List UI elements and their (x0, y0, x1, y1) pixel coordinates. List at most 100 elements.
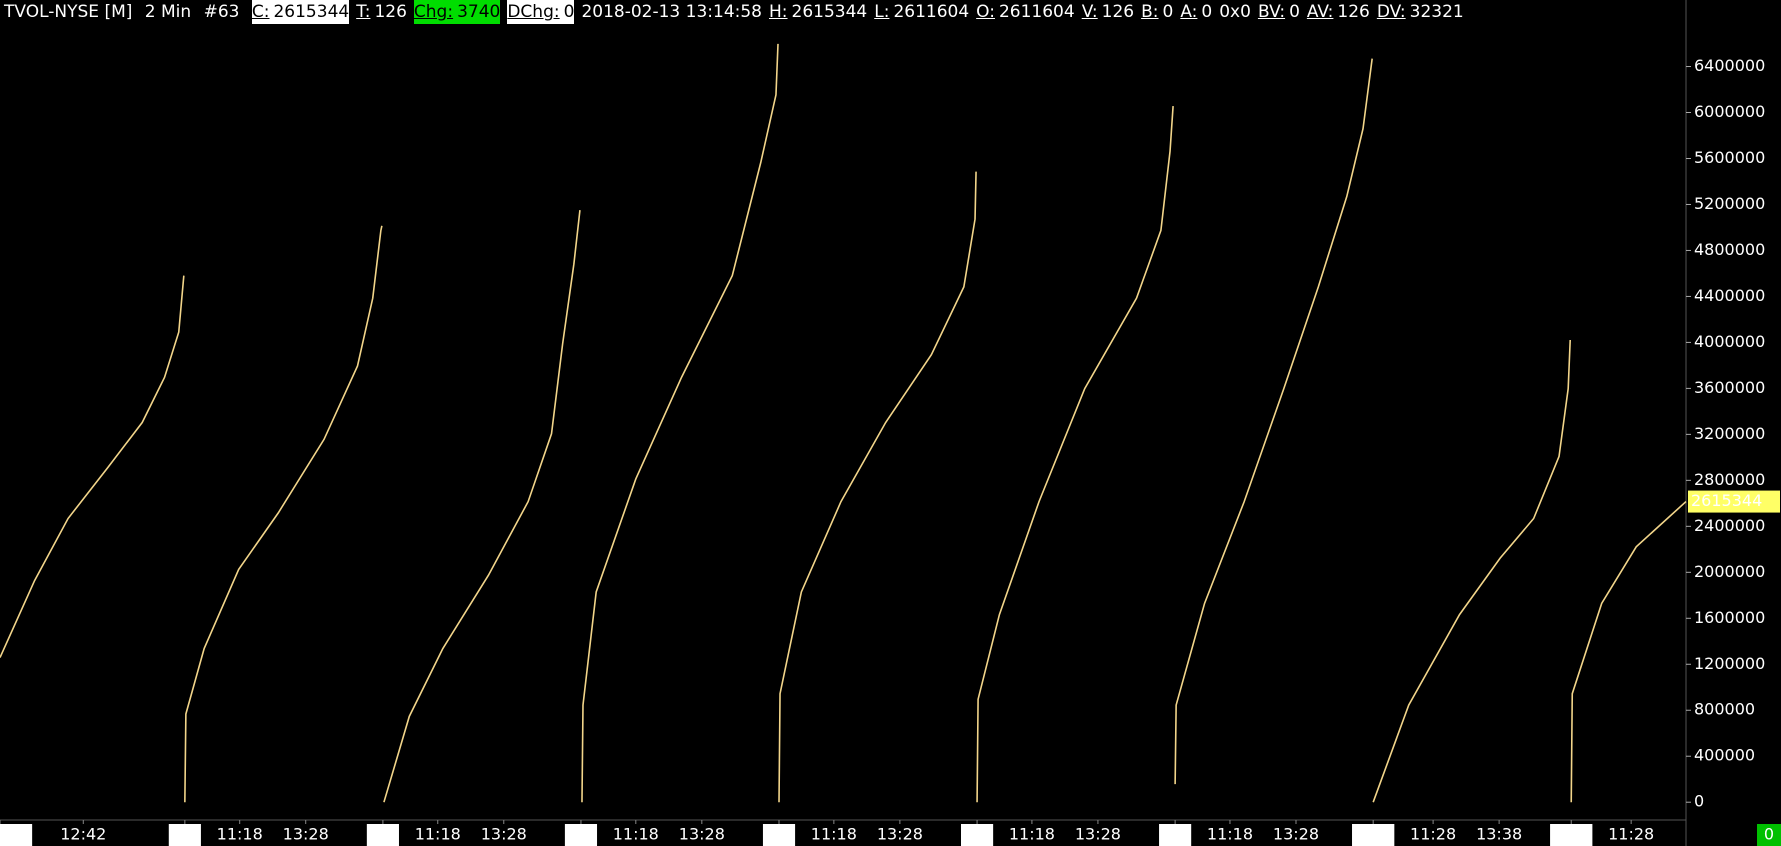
quote-field: B: 0 (1141, 0, 1173, 24)
y-tick-label: 2400000 (1694, 516, 1765, 535)
field-key: B: (1141, 2, 1159, 22)
x-tick-label: 11:28 (1410, 825, 1456, 844)
y-tick-label: 4400000 (1694, 286, 1765, 305)
field-value: 2018-02-13 13:14:58 (581, 2, 762, 22)
x-tick-label: 13:28 (679, 825, 725, 844)
y-tick-label: 3600000 (1694, 378, 1765, 397)
x-tick-group: 13:28 (481, 820, 527, 844)
field-value: 126 (1101, 2, 1135, 22)
quote-field: 2018-02-13 13:14:58 (581, 0, 762, 24)
y-tick-label: 4800000 (1694, 240, 1765, 259)
y-tick-label: 2000000 (1694, 562, 1765, 581)
y-tick-label: 5600000 (1694, 148, 1765, 167)
x-tick-group: 2-2 (168, 820, 201, 846)
field-value: 3740 (457, 2, 501, 22)
x-tick-label: 11:18 (1009, 825, 1055, 844)
field-key: L: (874, 2, 890, 22)
x-tick-group: 11:18 (415, 820, 461, 844)
quote-field: A: 0 (1180, 0, 1212, 24)
x-tick-label: 12:42 (60, 825, 106, 844)
quote-field: Chg: 3740 (413, 0, 501, 24)
y-tick-label: 5200000 (1694, 194, 1765, 213)
field-value: 2611604 (998, 2, 1075, 22)
last-value-marker: 2615344 (1688, 490, 1780, 513)
field-key: DV: (1376, 2, 1406, 22)
x-tick-label: 13:38 (1476, 825, 1522, 844)
y-tick-label: 0 (1694, 792, 1704, 811)
x-tick-group: 13:28 (1273, 820, 1319, 844)
x-tick-label: 11:18 (1207, 825, 1253, 844)
day-label-box (762, 824, 796, 846)
x-tick-group: 2-13 (1550, 820, 1593, 846)
x-tick-group: 2-9 (1159, 820, 1192, 846)
x-tick-group: 13:28 (877, 820, 923, 844)
corner-box (1757, 824, 1781, 846)
field-value: 0 (1162, 2, 1174, 22)
day-label-box (960, 824, 994, 846)
field-key: Chg: (413, 2, 454, 22)
symbol: TVOL-NYSE [M] (4, 2, 133, 22)
x-tick-group: 11:18 (811, 820, 857, 844)
quote-field: BV: 0 (1258, 0, 1300, 24)
last-value-label: 2615344 (1691, 491, 1762, 510)
x-tick-label: 2-13 (1553, 825, 1589, 844)
quote-field: T: 126 (356, 0, 407, 24)
x-tick-label: 11:18 (811, 825, 857, 844)
x-tick-group: 11:18 (1009, 820, 1055, 844)
x-tick-group: 13:38 (1476, 820, 1522, 844)
quote-field: DChg: 0 (507, 0, 575, 24)
day-label-box (564, 824, 598, 846)
field-key: BV: (1257, 2, 1286, 22)
x-tick-label: 11:28 (1608, 825, 1654, 844)
x-tick-label: 2-5 (370, 825, 396, 844)
x-tick-label: 13:28 (1075, 825, 1121, 844)
x-tick-group: 11:18 (217, 820, 263, 844)
quote-field: C: 2615344 (251, 0, 350, 24)
x-tick-group: 11:18 (1207, 820, 1253, 844)
last-value-box (1688, 490, 1780, 513)
data-line (0, 43, 1687, 803)
quote-field: V: 126 (1082, 0, 1134, 24)
interval: 2 Min (144, 2, 192, 22)
corner-indicator: 0 (1757, 824, 1781, 846)
day-label-box (168, 824, 201, 846)
x-tick-label: 2-8 (964, 825, 990, 844)
day-label-box (1159, 824, 1192, 846)
x-tick-group: 2-5 (366, 820, 399, 846)
field-key: H: (769, 2, 788, 22)
field-value: 0 (1201, 2, 1213, 22)
field-key: O: (976, 2, 995, 22)
field-key: AV: (1306, 2, 1334, 22)
x-tick-group: 2-8 (960, 820, 994, 846)
y-tick-label: 800000 (1694, 700, 1755, 719)
x-tick-group: 2-1 (0, 820, 33, 846)
x-tick-group: 2-7 (762, 820, 796, 846)
y-tick-label: 1200000 (1694, 654, 1765, 673)
x-tick-group: 2-12 (1352, 820, 1395, 846)
y-tick-label: 1600000 (1694, 608, 1765, 627)
bar-count: #63 (203, 2, 240, 22)
day-label-box (0, 824, 33, 846)
x-tick-label: 13:28 (1273, 825, 1319, 844)
field-value: 0x0 (1219, 2, 1251, 22)
x-tick-group: 11:28 (1608, 820, 1654, 844)
x-tick-group: 11:18 (613, 820, 659, 844)
x-tick-group: 13:28 (679, 820, 725, 844)
quote-header: TVOL-NYSE [M] 2 Min #63 C: 2615344 T: 126 Ch… (0, 0, 1471, 24)
y-tick-label: 4000000 (1694, 332, 1765, 351)
x-tick-label: 2-1 (3, 825, 29, 844)
x-tick-group: 12:42 (60, 820, 106, 844)
quote-field: 0x0 (1219, 0, 1251, 24)
y-tick-label: 6400000 (1694, 56, 1765, 75)
day-label-box (1550, 824, 1593, 846)
field-key: DChg: (507, 2, 560, 22)
field-key: V: (1081, 2, 1098, 22)
field-value: 0 (1289, 2, 1300, 22)
quote-field: H: 2615344 (769, 0, 867, 24)
field-key: C: (251, 2, 270, 22)
x-tick-label: 11:18 (217, 825, 263, 844)
x-tick-group: 11:28 (1410, 820, 1456, 844)
x-tick-label: 2-9 (1162, 825, 1188, 844)
